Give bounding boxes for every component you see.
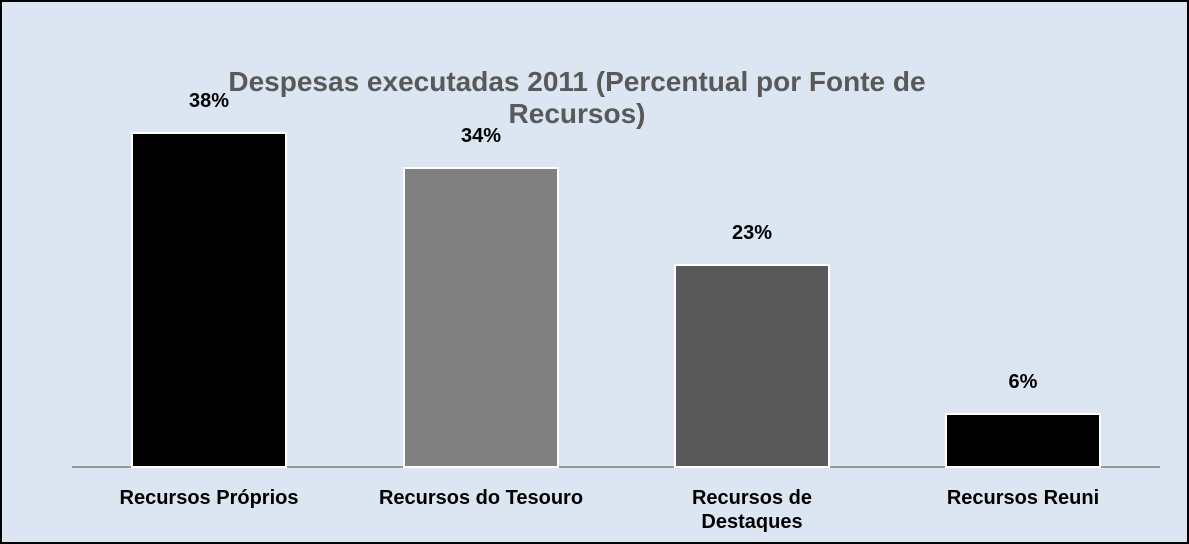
value-label: 34% [460, 124, 502, 147]
chart-title: Despesas executadas 2011 (Percentual por… [228, 66, 926, 129]
bar [403, 166, 559, 468]
x-tick-label: Recursos Reuni [946, 487, 1100, 509]
bar [674, 263, 830, 468]
value-label: 6% [1008, 371, 1038, 394]
x-tick-label: Recursos do Tesouro [378, 487, 584, 509]
x-tick-label: Recursos Próprios [119, 487, 299, 509]
bar [131, 131, 287, 468]
x-axis-line [72, 466, 1160, 468]
bar [945, 413, 1101, 468]
value-label: 38% [188, 89, 230, 112]
x-tick-label: Recursos de Destaques [691, 487, 813, 533]
value-label: 23% [731, 221, 773, 244]
